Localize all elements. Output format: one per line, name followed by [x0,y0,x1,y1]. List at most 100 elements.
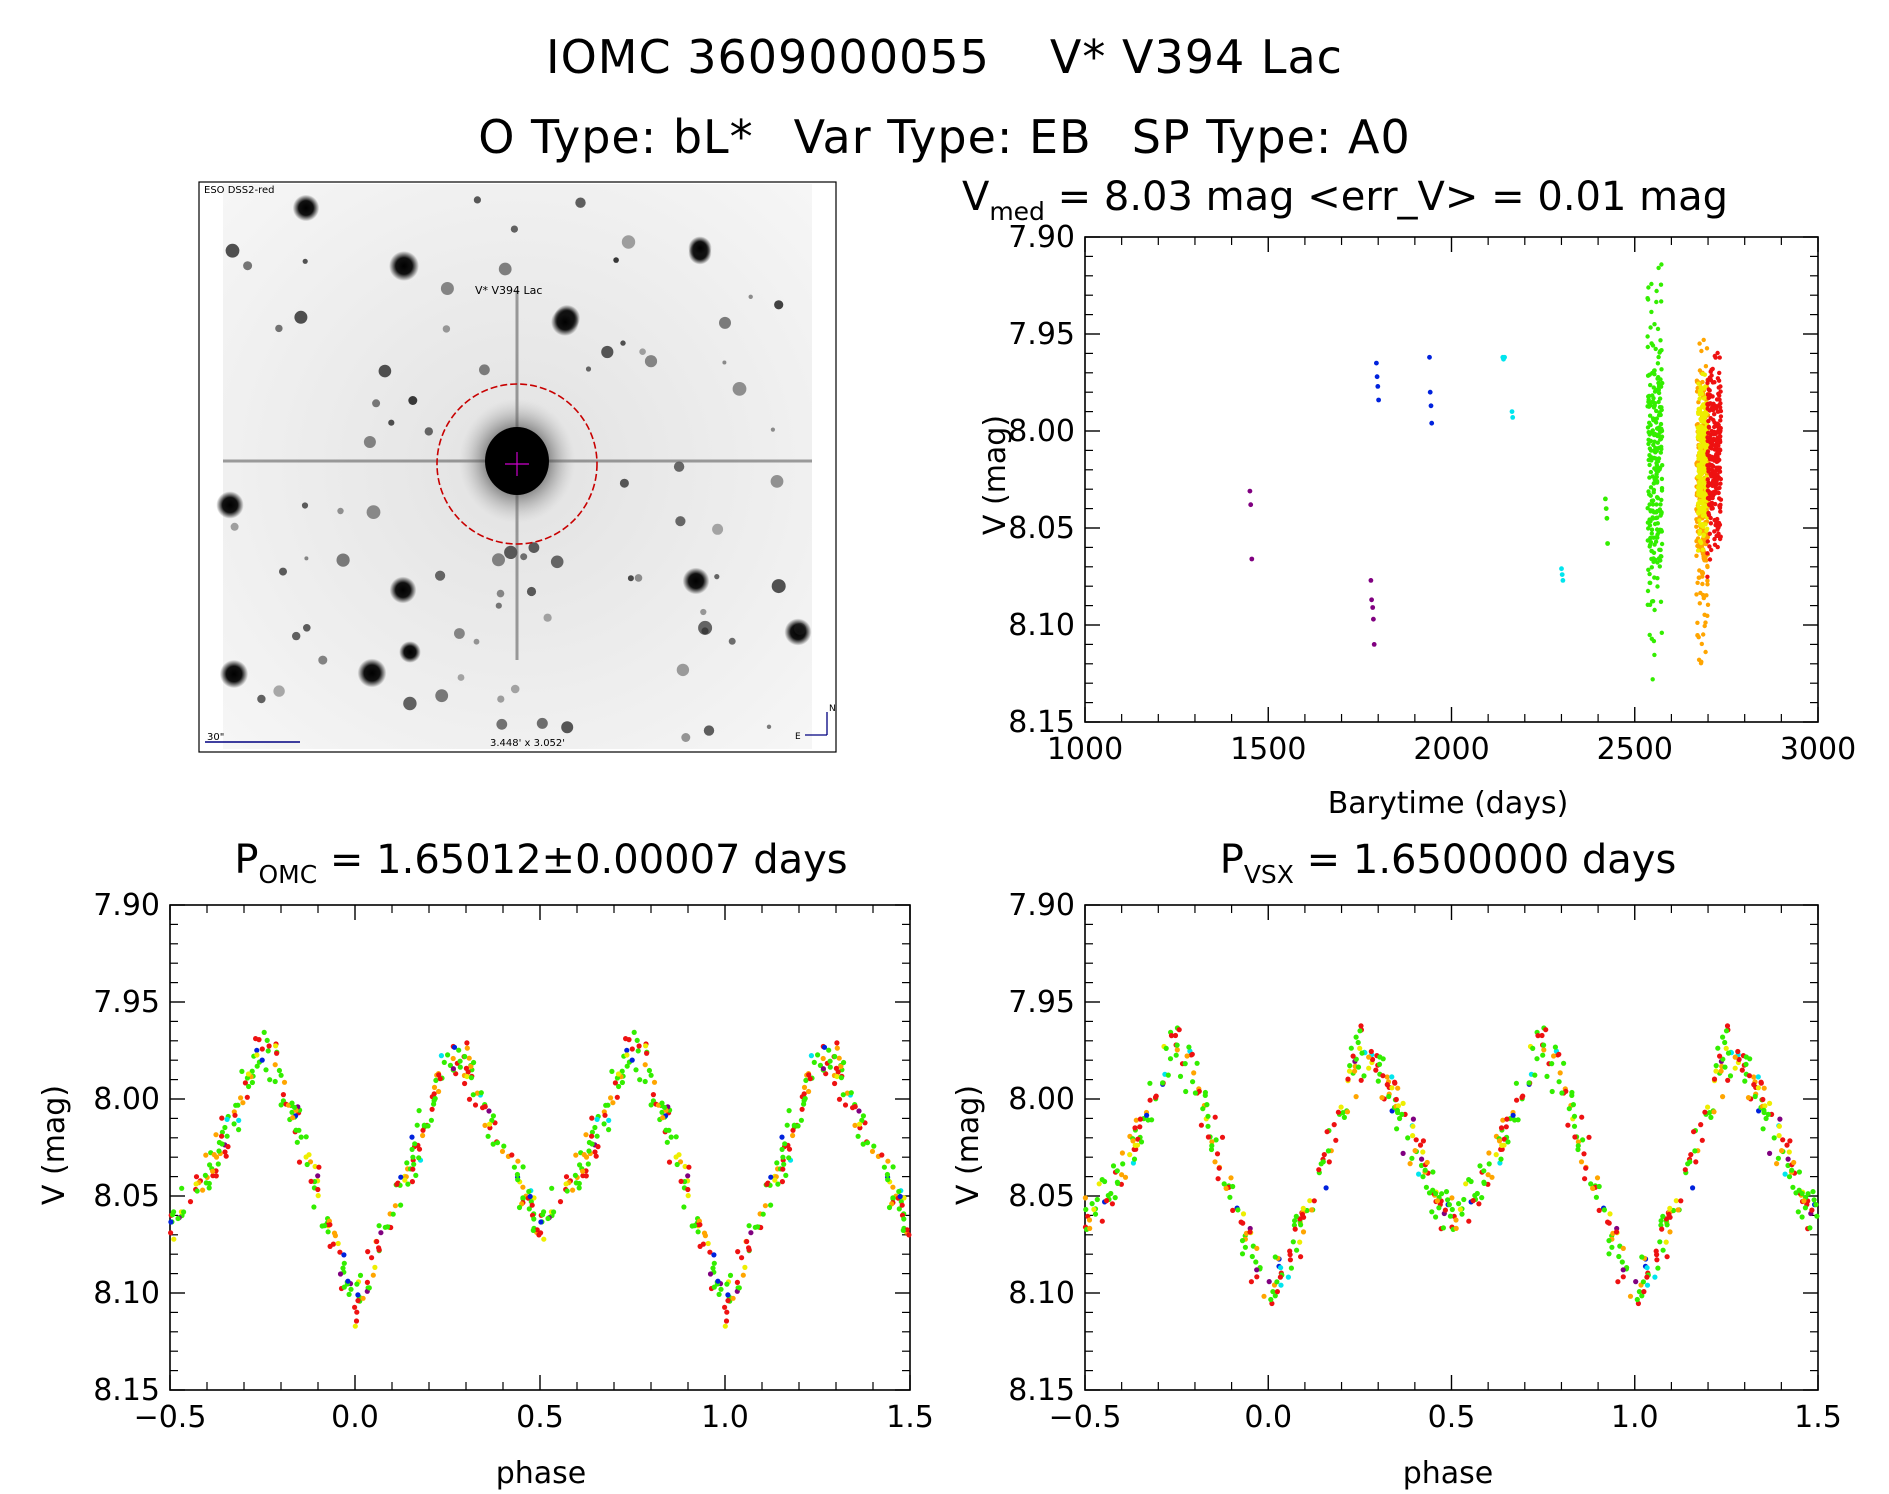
lightcurve-point [1706,418,1711,424]
phase-point [901,1216,907,1222]
phase-point [1338,1104,1344,1110]
field-star [372,399,381,408]
phase-point [592,1124,598,1131]
phase-point [1774,1161,1780,1167]
phase-point [1307,1198,1313,1204]
lightcurve-point [1652,607,1657,613]
lightcurve-point [1706,425,1712,430]
lightcurve-point [1705,526,1710,531]
north-label: N [829,704,836,714]
phase-point [246,1083,252,1090]
phase-point [1422,1167,1428,1173]
phase-point [1615,1279,1621,1285]
phase-point [585,1161,591,1167]
phase-point [1361,1073,1367,1079]
phase-point [224,1116,230,1122]
lightcurve-point [1716,428,1721,434]
phase-point [1644,1274,1650,1280]
phase-point [1688,1152,1694,1158]
phase-point [291,1104,298,1110]
field-star [682,567,710,595]
phase-point [1325,1148,1331,1154]
lightcurve-point [1604,515,1610,521]
phase-point [1443,1189,1450,1195]
lightcurve-point [1701,396,1707,401]
lightcurve-point [1718,481,1723,486]
phase-point [1183,1088,1189,1095]
phase-point [629,1046,635,1052]
phase-point [1266,1279,1272,1285]
phase-point [850,1105,856,1111]
lightcurve-point [1717,434,1722,440]
phase-point [1212,1159,1218,1165]
phase-point [366,1285,372,1291]
phase-point [416,1108,422,1114]
phase-point [420,1127,426,1133]
lightcurve-point [1701,411,1707,416]
x-tick-label: 0.0 [1244,1400,1292,1435]
phase-point [322,1223,328,1229]
phase-point [1433,1190,1439,1197]
phase-point [1287,1252,1293,1258]
field-star [318,655,328,665]
phase-point [531,1216,537,1222]
phase-point [1534,1056,1540,1062]
phase-point [685,1193,691,1199]
lightcurve-point [1705,435,1710,440]
lightcurve-point [1702,416,1707,421]
phase-point [1395,1103,1401,1109]
lightcurve-point [1702,419,1707,424]
phase-point [1596,1183,1602,1190]
phase-point [1167,1056,1174,1062]
phase-point [711,1252,717,1258]
phase-point [710,1265,716,1271]
phase-point [1569,1092,1575,1098]
phase-point [1221,1181,1227,1187]
lightcurve-point [1700,524,1706,529]
lightcurve-point [1658,377,1663,382]
phase-point [1620,1245,1626,1251]
phase-point [702,1233,709,1239]
phase-point [1340,1110,1346,1116]
phase-point [1216,1165,1222,1171]
phase-point [768,1174,774,1180]
phase-point [249,1068,255,1074]
lightcurve-point [1714,447,1719,453]
phase-point [1323,1185,1329,1191]
phase-point [1120,1161,1126,1167]
y-tick-label: 8.00 [93,1082,160,1117]
phase-point [1149,1117,1155,1123]
phase-point [840,1092,846,1098]
phase-point [1190,1079,1196,1085]
phase-point [904,1227,910,1233]
phase-point [187,1199,194,1205]
phase-point [1110,1163,1117,1169]
phase-point [1368,1048,1374,1055]
lightcurve-point [1700,371,1705,377]
phase-point [1720,1094,1726,1100]
phase-point [171,1236,177,1242]
lightcurve-point [1696,433,1701,438]
phase-point [1191,1070,1197,1076]
phase-point [1468,1178,1474,1185]
phase-point [1713,1063,1719,1069]
field-size-label: 3.448' x 3.052' [490,738,565,749]
phase-point [376,1223,382,1229]
lightcurve-point [1694,524,1699,529]
lightcurve-point [1714,533,1719,539]
phase-point [705,1240,711,1247]
phase-point [1466,1218,1472,1224]
phase-point [589,1133,595,1139]
phase-point [1389,1085,1395,1091]
lightcurve-point [1718,476,1724,482]
phase-point [1513,1080,1519,1086]
lightcurve-point [1705,449,1711,454]
phase-point [1510,1112,1516,1118]
phase-point [856,1121,863,1127]
phase-point [1814,1213,1820,1219]
lightcurve-point [1656,530,1661,535]
phase-point [238,1095,244,1101]
lightcurve-point [1654,426,1660,431]
lightcurve-point [1717,485,1722,491]
phase-point [1760,1126,1766,1132]
